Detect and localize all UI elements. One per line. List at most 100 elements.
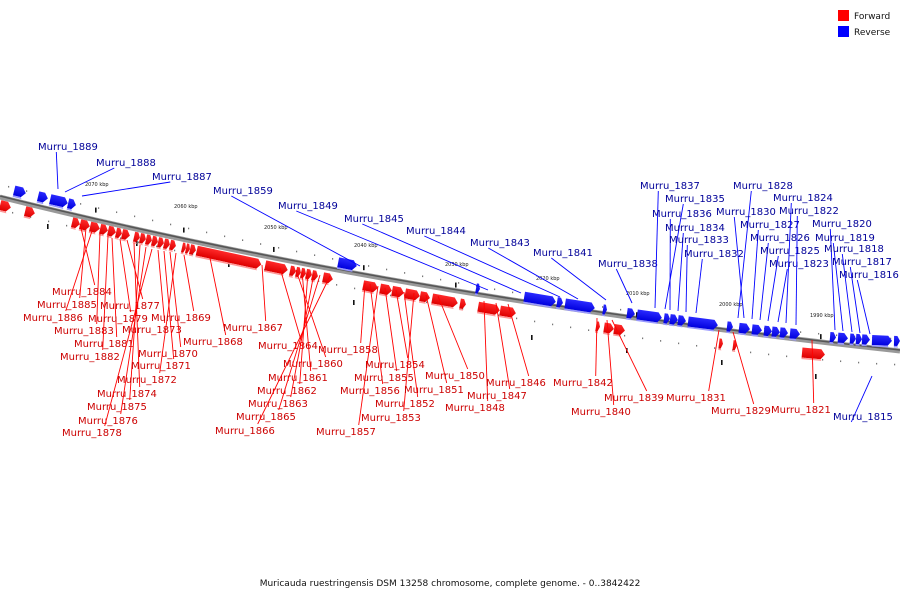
gene-leader-line	[483, 300, 489, 402]
tick-label: 1990 kbp	[810, 313, 834, 319]
figure-caption: Muricauda ruestringensis DSM 13258 chrom…	[259, 579, 641, 589]
minor-tick	[552, 323, 554, 326]
gene-leader-line	[261, 264, 267, 322]
gene-label: Murru_1879	[88, 314, 148, 325]
reverse-gene-block	[751, 324, 762, 337]
gene-leader-line	[654, 190, 659, 309]
forward-gene-block	[458, 298, 466, 311]
gene-leader-line	[111, 237, 118, 338]
minor-tick	[156, 245, 158, 248]
gene-leader-line	[133, 242, 141, 388]
gene-label: Murru_1830	[716, 207, 776, 218]
gene-label: Murru_1823	[769, 259, 829, 270]
minor-tick	[642, 337, 644, 340]
forward-gene-block	[498, 305, 516, 320]
gene-leader-line	[732, 331, 755, 405]
gene-label: Murru_1870	[138, 349, 198, 360]
minor-tick	[822, 358, 824, 361]
reverse-gene-block	[871, 334, 892, 348]
reverse-gene-block	[66, 198, 76, 211]
gene-label: Murru_1844	[406, 226, 466, 237]
tick-mark	[95, 207, 97, 213]
gene-label: Murru_1867	[223, 323, 283, 334]
tick-mark	[721, 360, 723, 365]
minor-tick	[120, 237, 122, 240]
forward-gene-block	[138, 233, 146, 246]
gene-leader-line	[157, 249, 166, 324]
gene-label: Murru_1866	[215, 426, 275, 437]
gene-label: Murru_1837	[640, 181, 700, 192]
forward-gene-block	[184, 243, 190, 256]
forward-gene-block	[294, 266, 301, 279]
tick-label: 2060 kbp	[174, 204, 198, 210]
gene-leader-line	[159, 252, 177, 374]
minor-tick	[8, 185, 10, 188]
reverse-gene-block	[855, 333, 862, 346]
minor-tick	[836, 334, 838, 337]
gene-leader-line	[403, 291, 419, 398]
gene-label: Murru_1850	[425, 371, 485, 382]
minor-tick	[426, 301, 428, 304]
gene-leader-line	[104, 248, 153, 427]
gene-label: Murru_1865	[236, 412, 296, 423]
gene-leader-line	[55, 151, 59, 190]
reverse-gene-block	[771, 326, 780, 339]
gene-label: Murru_1847	[467, 391, 527, 402]
minor-tick	[624, 334, 626, 337]
reverse-gene-block	[677, 315, 686, 328]
gene-label: Murru_1820	[812, 219, 872, 230]
forward-gene-block	[114, 227, 122, 240]
gene-leader-line	[79, 227, 87, 299]
reverse-gene-block	[779, 327, 788, 340]
gene-label: Murru_1886	[23, 313, 83, 324]
gene-track	[0, 185, 900, 361]
gene-leader-line	[751, 229, 759, 320]
minor-tick	[714, 347, 716, 349]
reverse-gene-block	[626, 307, 635, 321]
gene-leader-line	[279, 267, 302, 340]
reverse-gene-block	[893, 335, 900, 348]
forward-gene-block	[70, 217, 80, 230]
forward-gene-block	[144, 234, 152, 247]
minor-tick	[386, 268, 388, 271]
tick-mark	[363, 265, 365, 271]
gene-leader-line	[841, 253, 853, 333]
gene-leader-line	[183, 254, 195, 312]
tick-mark	[455, 282, 457, 288]
gene-label: Murru_1816	[839, 270, 899, 281]
gene-label: Murru_1819	[815, 233, 875, 244]
forward-gene-block	[310, 270, 318, 283]
gene-label: Murru_1876	[78, 416, 138, 427]
gene-leader-line	[708, 329, 720, 392]
minor-tick	[602, 306, 604, 308]
gene-leader-line	[849, 266, 861, 334]
reverse-gene-block	[663, 313, 670, 326]
reverse-gene-block	[726, 321, 733, 334]
forward-gene-block	[603, 322, 614, 336]
gene-label: Murru_1874	[97, 389, 157, 400]
forward-gene-block	[132, 231, 140, 244]
gene-label: Murru_1849	[278, 201, 338, 212]
minor-tick	[368, 265, 370, 267]
forward-gene-block	[418, 291, 430, 304]
minor-tick	[768, 353, 770, 356]
gene-label: Murru_1862	[257, 386, 317, 397]
gene-leader-line	[759, 242, 769, 321]
minor-tick	[494, 288, 496, 291]
minor-tick	[512, 291, 514, 294]
tick-label: 2040 kbp	[354, 243, 378, 249]
legend-label-forward: Forward	[854, 12, 890, 22]
gene-label: Murru_1829	[711, 406, 771, 417]
tick-mark	[353, 300, 355, 305]
gene-leader-line	[120, 246, 147, 415]
minor-tick	[890, 337, 892, 340]
legend-label-reverse: Reverse	[854, 28, 891, 38]
gene-leader-line	[96, 232, 101, 325]
gene-leader-line	[737, 190, 752, 319]
forward-gene-block	[595, 321, 600, 334]
gene-leader-line	[777, 268, 788, 323]
tick-mark	[183, 227, 185, 233]
forward-gene-block	[288, 265, 296, 278]
gene-leader-line	[295, 269, 327, 358]
minor-tick	[138, 241, 140, 244]
